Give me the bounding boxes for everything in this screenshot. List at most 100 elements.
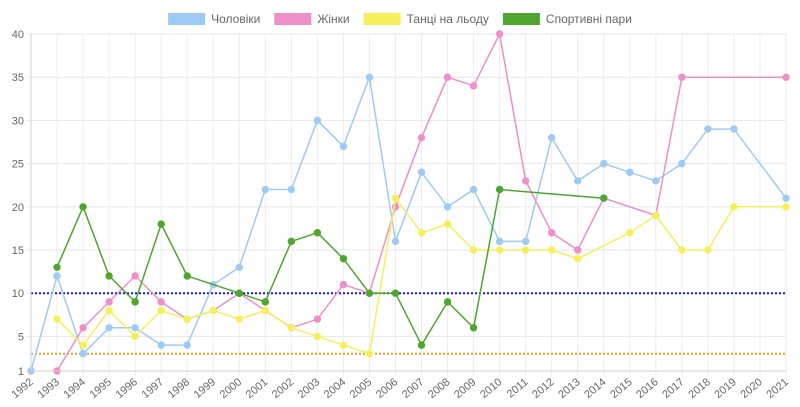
data-point[interactable]	[365, 350, 374, 358]
data-point[interactable]	[53, 272, 61, 280]
data-point[interactable]	[495, 30, 504, 38]
data-point[interactable]	[469, 82, 478, 90]
data-point[interactable]	[235, 315, 243, 323]
data-point[interactable]	[417, 168, 426, 176]
data-point[interactable]	[79, 350, 87, 358]
legend-item-2[interactable]: Жінки	[274, 12, 350, 26]
data-point[interactable]	[157, 220, 165, 228]
x-tick-label: 2015	[608, 376, 634, 401]
data-point[interactable]	[105, 272, 113, 280]
data-point[interactable]	[183, 341, 191, 349]
data-point[interactable]	[521, 237, 530, 246]
data-point[interactable]	[443, 298, 452, 306]
data-point[interactable]	[157, 341, 165, 349]
data-point[interactable]	[261, 306, 270, 315]
data-point[interactable]	[261, 298, 270, 306]
data-point[interactable]	[495, 237, 504, 246]
data-point[interactable]	[782, 203, 790, 211]
data-point[interactable]	[209, 306, 217, 315]
data-point[interactable]	[574, 177, 582, 185]
x-tick-label: 2020	[738, 376, 764, 401]
data-point[interactable]	[678, 159, 686, 168]
data-point[interactable]	[79, 341, 87, 349]
x-tick-label: 2006	[374, 376, 400, 401]
data-point[interactable]	[443, 73, 452, 81]
legend-item-4[interactable]: Спортивні пари	[502, 12, 632, 26]
data-point[interactable]	[626, 229, 634, 237]
data-point[interactable]	[313, 315, 322, 323]
data-point[interactable]	[495, 246, 504, 254]
data-point[interactable]	[105, 324, 113, 332]
data-point[interactable]	[443, 220, 452, 228]
data-point[interactable]	[547, 246, 556, 254]
data-point[interactable]	[313, 332, 322, 341]
data-point[interactable]	[391, 237, 400, 246]
data-point[interactable]	[183, 272, 191, 280]
legend-swatch	[363, 13, 401, 25]
data-point[interactable]	[339, 280, 348, 289]
legend-item-1[interactable]: Чоловіки	[168, 12, 260, 26]
data-point[interactable]	[678, 246, 686, 254]
data-point[interactable]	[547, 229, 556, 237]
data-point[interactable]	[131, 298, 139, 306]
data-point[interactable]	[235, 263, 243, 272]
data-point[interactable]	[157, 298, 165, 306]
legend[interactable]: Чоловіки Жінки Танці на льоду Спортивні пар…	[168, 12, 632, 26]
data-point[interactable]	[261, 185, 270, 194]
data-point[interactable]	[313, 229, 322, 237]
data-point[interactable]	[469, 185, 478, 194]
data-point[interactable]	[574, 254, 582, 263]
legend-item-3[interactable]: Танці на льоду	[363, 12, 489, 26]
x-tick-label: 1993	[35, 376, 61, 401]
data-point[interactable]	[417, 133, 426, 142]
data-point[interactable]	[704, 246, 712, 254]
data-point[interactable]	[339, 142, 348, 151]
data-point[interactable]	[79, 324, 87, 332]
data-point[interactable]	[235, 289, 243, 297]
data-point[interactable]	[678, 73, 686, 81]
y-tick-label: 1	[18, 366, 24, 378]
data-point[interactable]	[574, 246, 582, 254]
data-point[interactable]	[105, 298, 113, 306]
data-point[interactable]	[339, 254, 348, 263]
data-point[interactable]	[391, 194, 400, 202]
data-point[interactable]	[443, 203, 452, 211]
data-point[interactable]	[287, 324, 296, 332]
data-point[interactable]	[600, 159, 608, 168]
data-point[interactable]	[157, 306, 165, 315]
data-point[interactable]	[131, 324, 139, 332]
data-point[interactable]	[782, 194, 790, 202]
x-tick-label: 1996	[114, 376, 140, 401]
data-point[interactable]	[521, 246, 530, 254]
data-point[interactable]	[365, 289, 374, 297]
data-point[interactable]	[105, 306, 113, 315]
x-tick-label: 2017	[660, 376, 686, 401]
data-point[interactable]	[704, 125, 712, 133]
data-point[interactable]	[417, 341, 426, 349]
data-point[interactable]	[287, 237, 296, 246]
data-point[interactable]	[652, 211, 660, 220]
data-point[interactable]	[53, 263, 61, 272]
data-point[interactable]	[600, 194, 608, 202]
data-point[interactable]	[547, 133, 556, 142]
data-point[interactable]	[469, 246, 478, 254]
data-point[interactable]	[391, 289, 400, 297]
data-point[interactable]	[53, 315, 61, 323]
data-point[interactable]	[365, 73, 374, 81]
data-point[interactable]	[287, 185, 296, 194]
data-point[interactable]	[131, 272, 139, 280]
data-point[interactable]	[313, 116, 322, 125]
data-point[interactable]	[79, 203, 87, 211]
data-point[interactable]	[417, 229, 426, 237]
data-point[interactable]	[730, 125, 738, 133]
data-point[interactable]	[183, 315, 191, 323]
data-point[interactable]	[652, 177, 660, 185]
data-point[interactable]	[730, 203, 738, 211]
data-point[interactable]	[495, 185, 504, 194]
data-point[interactable]	[782, 73, 790, 81]
data-point[interactable]	[521, 177, 530, 185]
data-point[interactable]	[339, 341, 348, 349]
data-point[interactable]	[626, 168, 634, 176]
data-point[interactable]	[469, 324, 478, 332]
data-point[interactable]	[131, 332, 139, 341]
